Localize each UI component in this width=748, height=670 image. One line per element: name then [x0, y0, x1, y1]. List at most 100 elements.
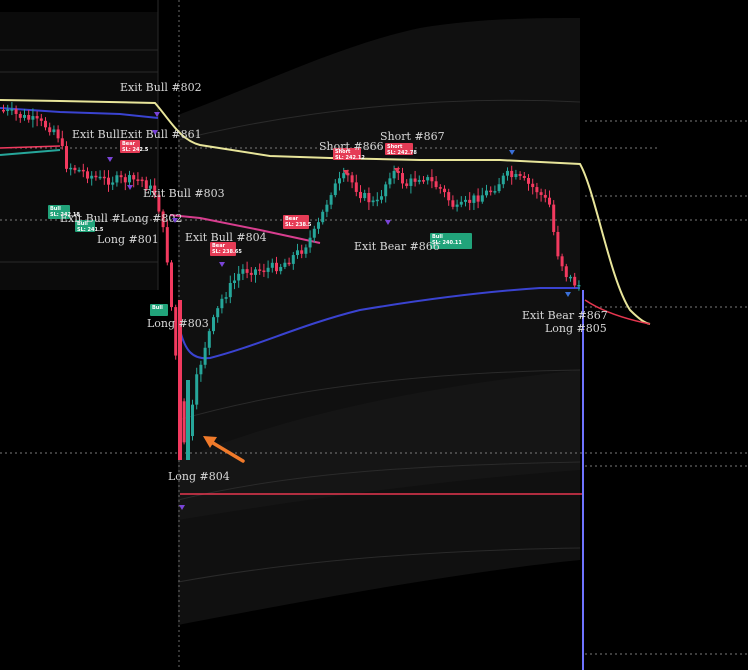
candle-body-32: [136, 179, 140, 181]
candle-body-131: [552, 204, 556, 232]
candle-body-54: [228, 283, 232, 298]
trade-label-13: Long #805: [545, 322, 607, 335]
candle-body-125: [527, 177, 530, 184]
marker-icon-11: [179, 505, 185, 510]
candle-body-94: [396, 170, 400, 174]
candle-body-70: [296, 250, 299, 256]
candle-body-26: [111, 182, 115, 185]
price-tag-line2-0: SL: 242.18: [50, 212, 80, 218]
candle-body-48: [203, 347, 207, 365]
candle-body-113: [476, 195, 480, 202]
candle-body-6: [27, 115, 31, 120]
candle-body-82: [346, 173, 350, 176]
candle-body-22: [94, 175, 98, 178]
price-tag-text-2: Bear SL: 242.5: [122, 141, 149, 153]
candle-body-31: [132, 175, 136, 180]
candle-body-134: [564, 266, 568, 278]
trade-label-2: Exit Bull #861: [120, 128, 202, 141]
candle-body-77: [325, 204, 329, 212]
price-tag-line2-1: SL: 241.5: [77, 227, 104, 233]
candle-body-60: [254, 269, 257, 275]
candle-body-120: [506, 170, 509, 176]
candle-body-115: [485, 190, 488, 196]
candle-body-61: [258, 269, 262, 271]
trade-label-1: Exit Bull: [72, 128, 120, 141]
price-tag-line2-2: SL: 242.5: [122, 147, 149, 153]
arrow-head: [203, 436, 217, 448]
price-tag-line1-0: Bull: [50, 206, 61, 212]
trade-labels: Exit Bull #802 Exit Bull Exit Bull #861 Exi…: [60, 81, 608, 510]
candle-body-133: [560, 256, 564, 267]
candle-body-81: [342, 173, 346, 179]
red-line-right: [584, 299, 651, 325]
candle-body-122: [514, 174, 518, 178]
mid-band: [178, 370, 580, 520]
candle-body-116: [489, 190, 493, 193]
candle-body-30: [128, 175, 131, 183]
trade-label-7: Short #866: [319, 140, 384, 153]
candle-body-49: [207, 331, 211, 348]
candle-body-92: [388, 178, 392, 185]
candle-body-112: [472, 195, 476, 203]
candle-body-0: [2, 110, 5, 112]
candle-body-128: [539, 192, 543, 195]
candle-body-135: [569, 276, 572, 279]
candle-body-99: [417, 180, 421, 182]
candle-body-2: [10, 109, 14, 111]
candle-body-40: [170, 262, 173, 308]
band-edge-5: [177, 461, 581, 501]
candle-body-80: [338, 178, 341, 184]
candle-body-104: [438, 187, 442, 189]
candle-body-39: [165, 227, 169, 263]
marker-icon-4: [172, 218, 178, 223]
price-tag-line2-6: SL: 242.78: [387, 150, 417, 156]
price-tag-text-7: Bull SL: 240.11: [432, 234, 462, 246]
candle-body-97: [409, 178, 413, 186]
candle-body-18: [77, 169, 81, 172]
band-edge-4: [177, 369, 581, 421]
marker-icon-1: [152, 130, 158, 135]
trade-label-0: Exit Bull #802: [120, 81, 202, 94]
candle-body-12: [52, 129, 56, 133]
candle-body-96: [405, 183, 409, 186]
candle-body-19: [81, 169, 85, 172]
price-tag-text-8: Bull: [152, 305, 163, 311]
candle-body-45: [191, 404, 194, 437]
candle-body-7: [31, 116, 35, 120]
candle-body-8: [35, 116, 39, 119]
crash-candle: [178, 300, 182, 460]
candle-body-78: [329, 195, 333, 205]
candle-body-53: [224, 297, 228, 299]
candle-body-9: [39, 118, 43, 121]
left-band: [0, 12, 158, 290]
candle-body-121: [510, 170, 514, 178]
vwap-line-left: [0, 107, 159, 119]
marker-icon-0: [154, 112, 160, 117]
candle-body-136: [573, 276, 577, 286]
price-tag-line1-2: Bear: [122, 141, 136, 147]
candle-body-13: [56, 129, 60, 139]
candle-body-69: [291, 255, 295, 264]
price-tag-line1-3: Bear: [212, 243, 226, 249]
volatility-bands: [0, 12, 581, 625]
upper-band: [178, 18, 580, 625]
price-tag-line2-4: SL: 238.5: [285, 222, 312, 228]
trade-label-10: Long #803: [147, 317, 209, 330]
candle-body-35: [149, 185, 152, 189]
marker-icon-5: [219, 262, 225, 267]
candle-body-58: [245, 269, 249, 273]
candle-body-4: [18, 113, 22, 118]
candle-body-130: [548, 197, 551, 205]
candle-body-102: [430, 177, 434, 182]
price-tag-2: [120, 140, 140, 153]
candle-body-67: [283, 262, 287, 267]
candle-body-68: [287, 262, 291, 265]
candle-body-107: [451, 200, 455, 207]
price-tag-1: [75, 220, 95, 232]
candle-body-137: [577, 284, 581, 287]
price-tag-text-5: Short SL: 242.12: [335, 149, 365, 161]
price-tag-text-3: Bear SL: 238.65: [212, 243, 242, 255]
candle-body-17: [73, 167, 77, 171]
